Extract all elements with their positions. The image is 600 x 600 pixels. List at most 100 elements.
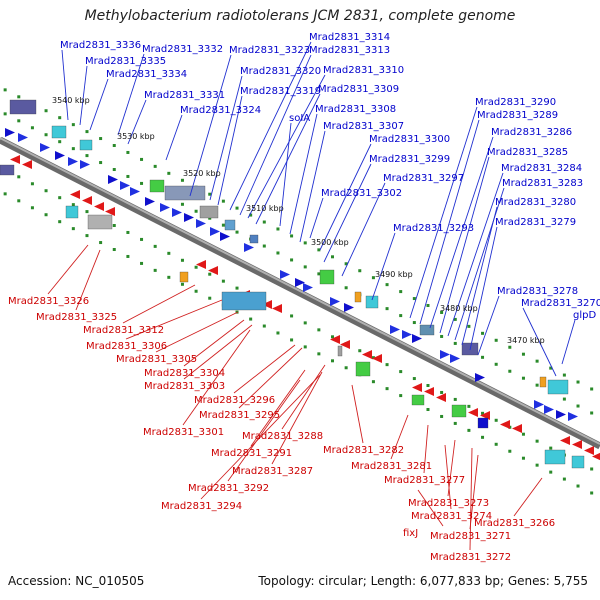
inner-reverse-tick bbox=[549, 446, 553, 450]
reverse-gene-label: Mrad2831_3273 bbox=[408, 498, 489, 509]
gene-block bbox=[365, 295, 379, 309]
reverse-gene-label: Mrad2831_3266 bbox=[474, 518, 555, 529]
outer-reverse-tick bbox=[262, 324, 266, 328]
reverse-gene-arrow bbox=[262, 300, 272, 309]
outer-forward-tick bbox=[221, 199, 225, 203]
forward-gene-label: Mrad2831_3286 bbox=[491, 127, 572, 138]
reverse-gene-arrow bbox=[10, 155, 20, 164]
inner-forward-tick bbox=[112, 168, 116, 172]
forward-gene-arrow bbox=[303, 283, 313, 292]
forward-gene-arrow bbox=[244, 243, 254, 252]
inner-forward-tick bbox=[180, 202, 184, 206]
inner-reverse-tick bbox=[112, 224, 116, 228]
reverse-gene-label: Mrad2831_3274 bbox=[411, 511, 492, 522]
forward-gene-arrow bbox=[390, 325, 400, 334]
gene-block bbox=[51, 125, 67, 139]
forward-gene-label: Mrad2831_3308 bbox=[315, 104, 396, 115]
forward-gene-label: Mrad2831_3280 bbox=[495, 197, 576, 208]
inner-reverse-tick bbox=[399, 370, 403, 374]
forward-leader-line bbox=[247, 74, 326, 219]
reverse-gene-label: Mrad2831_3294 bbox=[161, 501, 242, 512]
outer-forward-tick bbox=[331, 255, 334, 259]
outer-reverse-tick bbox=[426, 408, 430, 412]
forward-gene-arrow bbox=[5, 128, 15, 137]
reverse-gene-label: Mrad2831_3291 bbox=[211, 448, 292, 459]
inner-forward-tick bbox=[58, 140, 62, 144]
forward-gene-label: Mrad2831_3302 bbox=[321, 188, 402, 199]
outer-reverse-tick bbox=[317, 352, 321, 356]
scale-label: 3500 kbp bbox=[311, 238, 349, 247]
outer-forward-tick bbox=[453, 317, 457, 321]
outer-reverse-tick bbox=[208, 296, 212, 300]
inner-reverse-tick bbox=[126, 230, 130, 234]
forward-gene-arrow bbox=[440, 350, 450, 359]
forward-gene-label: Mrad2831_3307 bbox=[323, 121, 404, 132]
forward-leader-line bbox=[289, 113, 318, 235]
gene-block bbox=[164, 185, 206, 201]
genome-summary-text: Topology: circular; Length: 6,077,833 bp… bbox=[258, 574, 588, 588]
reverse-leader-line bbox=[513, 477, 543, 517]
forward-gene-arrow bbox=[18, 133, 28, 142]
forward-gene-arrow bbox=[130, 187, 140, 196]
outer-forward-tick bbox=[140, 157, 144, 161]
inner-forward-tick bbox=[221, 223, 225, 227]
gene-block bbox=[354, 291, 362, 303]
reverse-leader-line bbox=[125, 299, 223, 340]
backbone-highlight bbox=[0, 137, 600, 445]
forward-gene-label: Mrad2831_3310 bbox=[323, 65, 404, 76]
accession-text: Accession: NC_010505 bbox=[8, 574, 145, 588]
inner-forward-tick bbox=[44, 133, 48, 137]
inner-forward-tick bbox=[344, 286, 348, 290]
forward-leader-line bbox=[239, 54, 312, 216]
outer-forward-tick bbox=[58, 116, 62, 120]
outer-forward-tick bbox=[235, 206, 239, 210]
outer-forward-tick bbox=[385, 283, 389, 287]
inner-forward-tick bbox=[317, 272, 321, 276]
outer-forward-tick bbox=[17, 95, 21, 99]
inner-reverse-tick bbox=[303, 321, 307, 325]
inner-reverse-tick bbox=[167, 251, 171, 255]
outer-forward-tick bbox=[167, 171, 171, 175]
reverse-gene-arrow bbox=[208, 266, 218, 275]
forward-gene-arrow bbox=[160, 203, 170, 212]
reverse-leader-line bbox=[182, 329, 251, 426]
reverse-gene-label: Mrad2831_3287 bbox=[232, 466, 313, 477]
outer-reverse-tick bbox=[508, 449, 512, 453]
forward-gene-label: Mrad2831_3285 bbox=[487, 147, 568, 158]
reverse-gene-label: Mrad2831_3325 bbox=[36, 312, 117, 323]
forward-leader-line bbox=[299, 130, 326, 243]
scale-label: 3480 kbp bbox=[440, 304, 478, 313]
outer-forward-tick bbox=[467, 324, 471, 328]
inner-reverse-tick bbox=[17, 175, 21, 179]
outer-forward-tick bbox=[126, 150, 130, 154]
inner-reverse-tick bbox=[440, 390, 444, 394]
forward-gene-arrow bbox=[330, 297, 340, 306]
inner-reverse-tick bbox=[85, 210, 89, 214]
forward-gene-arrow bbox=[412, 334, 422, 343]
outer-reverse-tick bbox=[481, 435, 485, 439]
forward-gene-label: glpD bbox=[573, 310, 596, 321]
reverse-gene-label: Mrad2831_3271 bbox=[430, 531, 511, 542]
outer-reverse-tick bbox=[549, 470, 553, 474]
reverse-gene-arrow bbox=[436, 393, 446, 402]
reverse-gene-label: Mrad2831_3281 bbox=[351, 461, 432, 472]
inner-reverse-tick bbox=[453, 397, 457, 401]
forward-leader-line bbox=[439, 156, 490, 334]
outer-forward-tick bbox=[3, 88, 7, 92]
reverse-leader-line bbox=[351, 384, 364, 444]
forward-gene-arrow bbox=[568, 412, 578, 421]
reverse-gene-arrow bbox=[372, 354, 382, 363]
forward-leader-line bbox=[561, 319, 576, 365]
inner-forward-tick bbox=[3, 112, 7, 116]
forward-leader-line bbox=[127, 99, 147, 145]
reverse-gene-label: fixJ bbox=[403, 528, 418, 539]
reverse-gene-arrow bbox=[424, 387, 434, 396]
inner-reverse-tick bbox=[371, 356, 375, 360]
outer-forward-tick bbox=[371, 276, 375, 280]
outer-reverse-tick bbox=[30, 206, 34, 210]
gene-block bbox=[337, 345, 343, 357]
outer-forward-tick bbox=[426, 304, 430, 308]
forward-gene-label: Mrad2831_3320 bbox=[240, 66, 321, 77]
outer-reverse-tick bbox=[71, 227, 75, 231]
genome-backbone bbox=[0, 136, 600, 450]
